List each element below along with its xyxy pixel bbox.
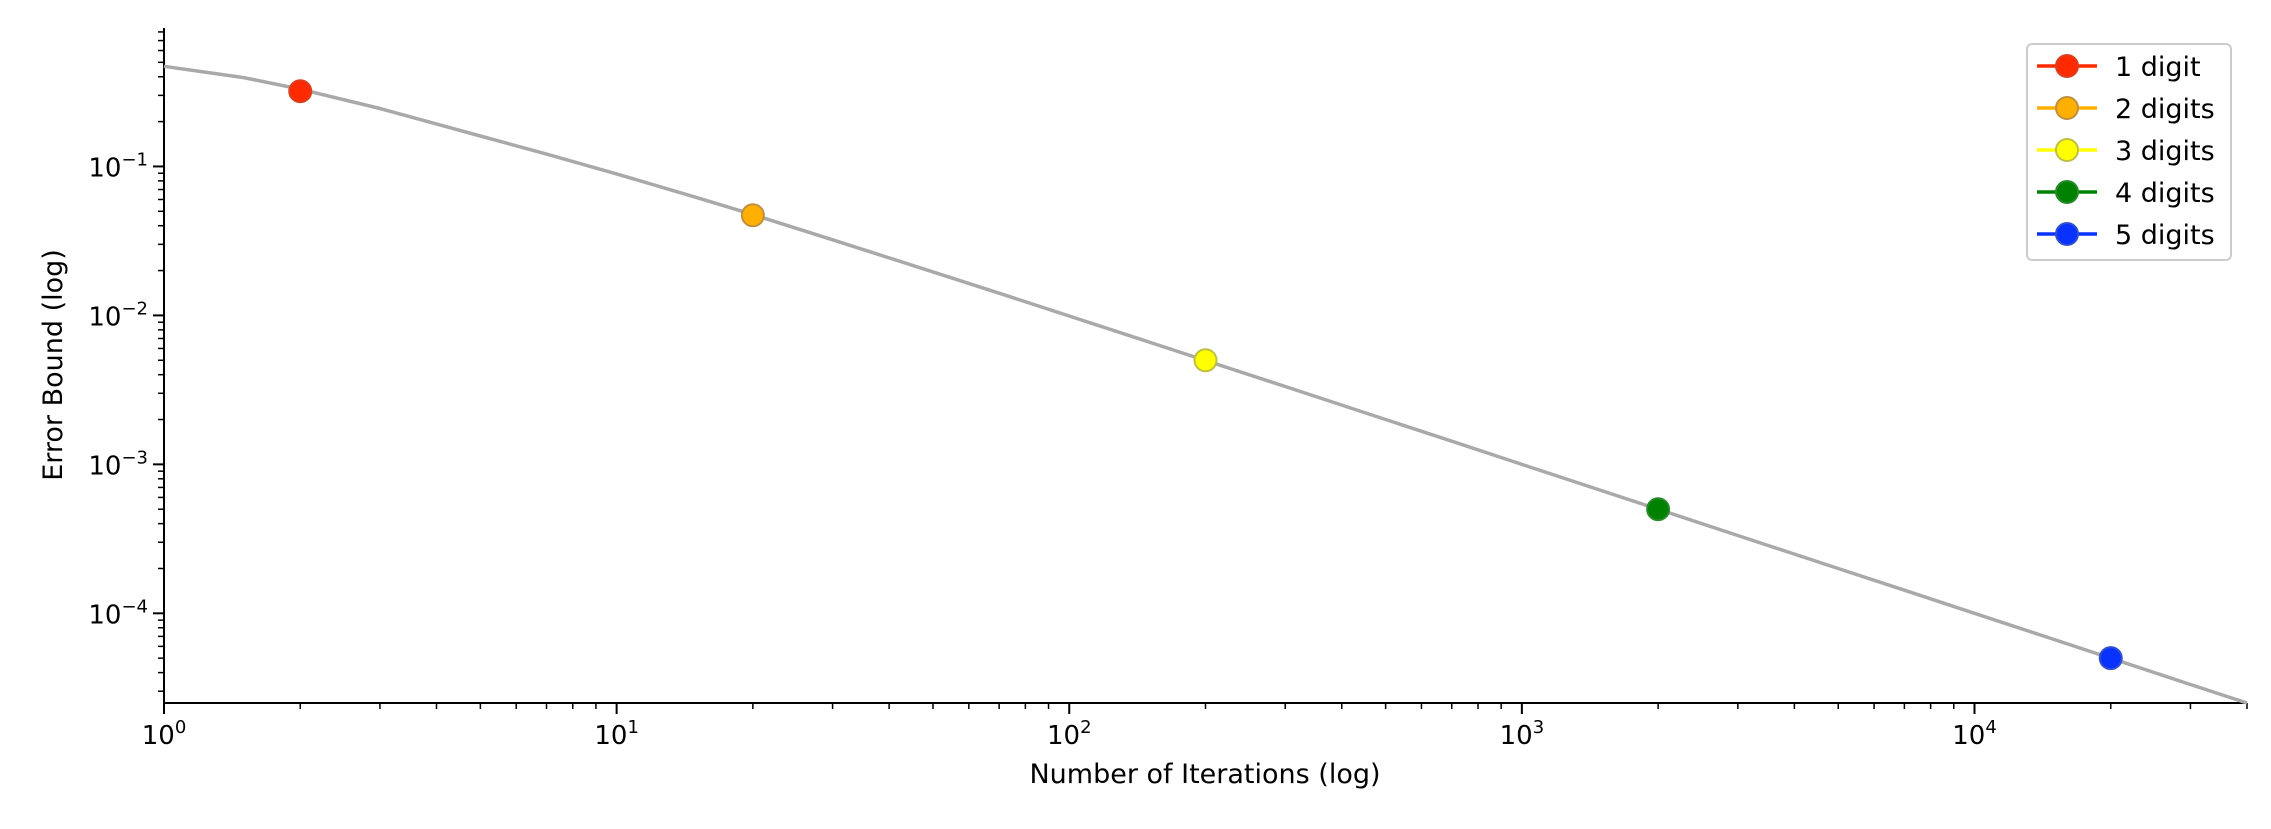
legend-marker — [2055, 54, 2079, 78]
y-tick-label: 10−3 — [88, 447, 148, 481]
x-tick-label: 101 — [594, 717, 639, 751]
data-points — [288, 79, 2123, 671]
legend-marker — [2055, 180, 2079, 204]
y-tick-label: 10−1 — [88, 149, 148, 183]
legend-label: 3 digits — [2115, 136, 2215, 167]
data-point-4 — [1646, 497, 1671, 522]
legend-marker — [2055, 222, 2079, 246]
y-tick-label: 10−4 — [88, 596, 148, 630]
y-tick-labels: 10−1 10−2 10−3 10−4 — [88, 149, 148, 630]
legend-item: 2 digits — [2037, 94, 2215, 125]
x-tick-labels: 100 101 102 103 104 — [142, 717, 1997, 751]
legend-item: 5 digits — [2037, 220, 2215, 251]
legend-label: 4 digits — [2115, 178, 2215, 209]
legend-item: 1 digit — [2037, 52, 2201, 83]
error-bound-curve — [163, 64, 2248, 705]
legend-frame — [2026, 43, 2232, 261]
x-tick-label: 102 — [1047, 717, 1092, 751]
x-axis-title: Number of Iterations (log) — [1029, 759, 1380, 790]
legend-label: 1 digit — [2115, 52, 2201, 83]
x-tick-label: 103 — [1500, 717, 1545, 751]
legend-label: 5 digits — [2115, 220, 2215, 251]
data-point-3 — [1193, 348, 1218, 373]
legend-label: 2 digits — [2115, 94, 2215, 125]
legend-marker — [2055, 96, 2079, 120]
x-tick-label: 104 — [1952, 717, 1997, 751]
legend-item: 3 digits — [2037, 136, 2215, 167]
data-point-2 — [740, 203, 765, 228]
legend-marker — [2055, 138, 2079, 162]
legend: 1 digit 2 digits 3 digits 4 digits 5 digits — [2026, 43, 2232, 261]
legend-item: 4 digits — [2037, 178, 2215, 209]
x-tick-label: 100 — [142, 717, 187, 751]
data-point-1 — [288, 79, 313, 104]
data-point-5 — [2098, 646, 2123, 671]
y-axis-title: Error Bound (log) — [38, 249, 69, 481]
major-ticks — [153, 165, 1976, 714]
y-tick-label: 10−2 — [88, 298, 148, 332]
